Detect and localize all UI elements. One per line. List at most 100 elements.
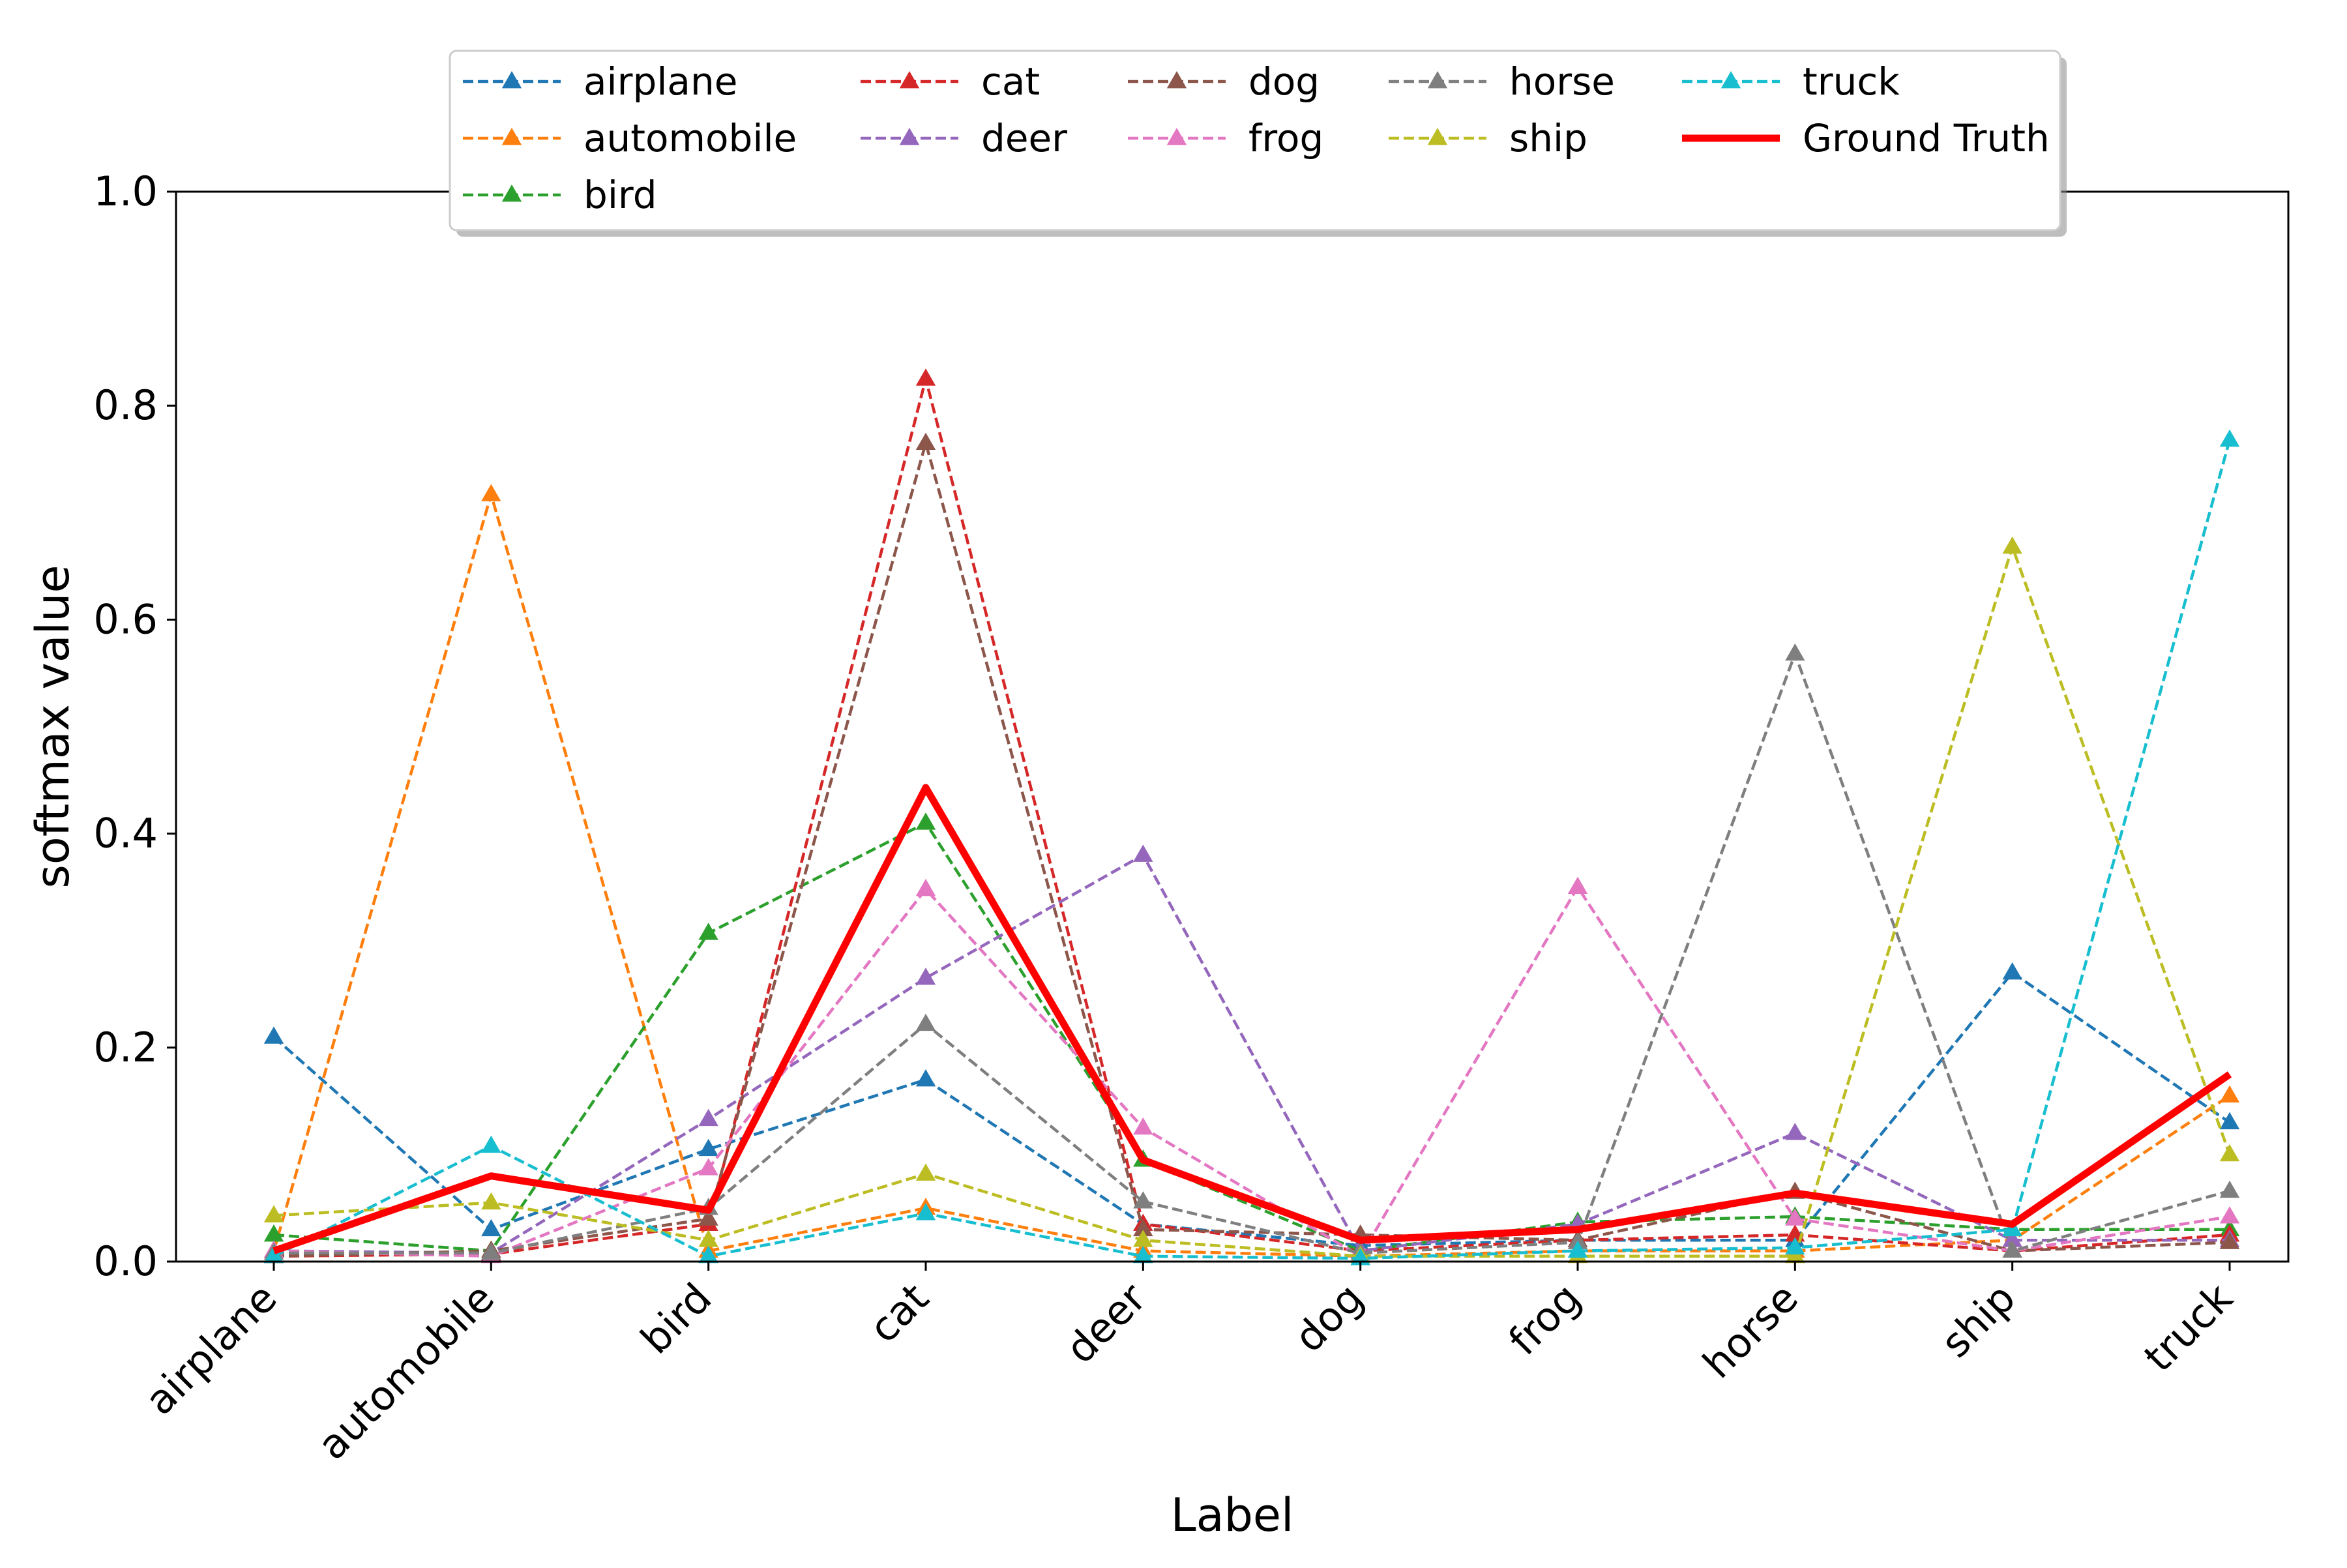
data-point	[1133, 1219, 1153, 1237]
series-line	[273, 545, 2232, 1258]
legend-entry: dog	[1128, 59, 1320, 104]
data-point	[1133, 844, 1153, 862]
legend-label: horse	[1509, 59, 1615, 104]
data-point	[915, 432, 936, 451]
data-point	[2219, 1144, 2240, 1162]
legend-entry: frog	[1128, 116, 1323, 160]
legend-label: bird	[583, 173, 657, 217]
x-tick-label: ship	[1932, 1274, 2024, 1367]
legend-label: automobile	[583, 116, 797, 160]
x-tick-label: horse	[1694, 1274, 1807, 1387]
x-tick-label: deer	[1057, 1274, 1156, 1373]
data-point	[915, 368, 936, 386]
legend-entry: ship	[1389, 116, 1587, 160]
plot-frame	[175, 190, 2290, 1263]
legend-label: cat	[981, 59, 1040, 104]
legend-entry: truck	[1682, 59, 1900, 104]
data-point	[915, 1163, 936, 1181]
legend-entry: horse	[1389, 59, 1615, 104]
series-line	[274, 652, 2230, 1255]
series-cat	[263, 368, 2240, 1264]
data-point	[1785, 1123, 1805, 1140]
data-point	[481, 1192, 501, 1210]
series-airplane	[263, 962, 2240, 1252]
data-point	[263, 1245, 284, 1264]
series-line	[273, 853, 2230, 1255]
data-point	[1133, 1230, 1153, 1247]
y-tick-label: 0.2	[93, 1024, 158, 1071]
x-tick-label: bird	[632, 1274, 721, 1363]
data-point	[915, 878, 936, 896]
data-point	[2219, 1180, 2240, 1198]
series-line	[273, 441, 2230, 1258]
data-point	[2002, 1240, 2022, 1258]
legend-entry: automobile	[463, 116, 797, 160]
data-point	[263, 1205, 284, 1222]
data-point	[1133, 1245, 1153, 1264]
legend-entry: bird	[463, 173, 657, 217]
data-point	[1567, 876, 1588, 895]
legend-marker	[1427, 71, 1448, 89]
data-point	[2219, 1232, 2240, 1249]
data-point	[481, 1135, 501, 1153]
y-tick-label: 0.8	[93, 381, 158, 429]
x-tick-label: airplane	[136, 1274, 286, 1424]
legend-box	[449, 50, 2061, 231]
y-tick-label: 0.6	[93, 595, 158, 643]
y-axis-title: softmax value	[26, 565, 80, 888]
series-dog	[263, 432, 2240, 1264]
series-line	[273, 821, 2230, 1252]
data-point	[1567, 1240, 1588, 1258]
data-point	[698, 923, 718, 940]
data-point	[2219, 1206, 2240, 1224]
legend-marker	[1427, 128, 1448, 145]
series-line	[272, 493, 2231, 1258]
data-point	[2002, 1230, 2022, 1247]
data-point	[915, 812, 936, 830]
data-point	[481, 1219, 501, 1237]
legend-label: airplane	[583, 59, 737, 104]
series-line	[273, 885, 2230, 1258]
series-ship	[263, 536, 2240, 1264]
legend-label: frog	[1248, 116, 1323, 160]
legend-entry: deer	[861, 116, 1067, 160]
series-line	[273, 971, 2231, 1247]
data-point	[2219, 429, 2240, 447]
legend-marker	[501, 128, 522, 145]
data-point	[263, 1026, 284, 1044]
legend-label: deer	[981, 116, 1067, 160]
x-tick-label: dog	[1285, 1274, 1372, 1361]
y-tick-label: 0.0	[93, 1237, 158, 1285]
legend-marker	[899, 71, 920, 89]
legend-label: truck	[1803, 59, 1900, 104]
series-line	[273, 784, 2232, 1254]
data-point	[698, 1108, 718, 1127]
data-point	[2219, 1112, 2240, 1130]
data-point	[915, 1203, 936, 1220]
data-point	[1133, 1117, 1153, 1135]
data-point	[2002, 962, 2022, 980]
series-automobile	[263, 484, 2240, 1264]
legend-label: dog	[1248, 59, 1320, 104]
data-point	[481, 484, 501, 501]
series-line	[273, 439, 2232, 1260]
data-point	[2219, 1085, 2240, 1103]
legend-entry: cat	[861, 59, 1040, 104]
x-tick-label: automobile	[308, 1274, 503, 1469]
x-axis-title: Label	[1171, 1488, 1294, 1542]
y-tick-label: 0.4	[93, 810, 158, 857]
data-point	[1785, 1208, 1805, 1226]
data-point	[481, 1242, 501, 1260]
data-point	[698, 1245, 718, 1264]
legend-label: Ground Truth	[1803, 116, 2050, 160]
legend-marker	[1166, 128, 1187, 145]
data-point	[263, 1224, 284, 1242]
legend-entry: Ground Truth	[1682, 116, 2050, 160]
data-point	[698, 1138, 718, 1157]
data-point	[1133, 1191, 1153, 1209]
data-point	[1785, 1237, 1805, 1255]
legend-marker	[501, 71, 522, 89]
y-tick-label: 1.0	[93, 168, 158, 215]
